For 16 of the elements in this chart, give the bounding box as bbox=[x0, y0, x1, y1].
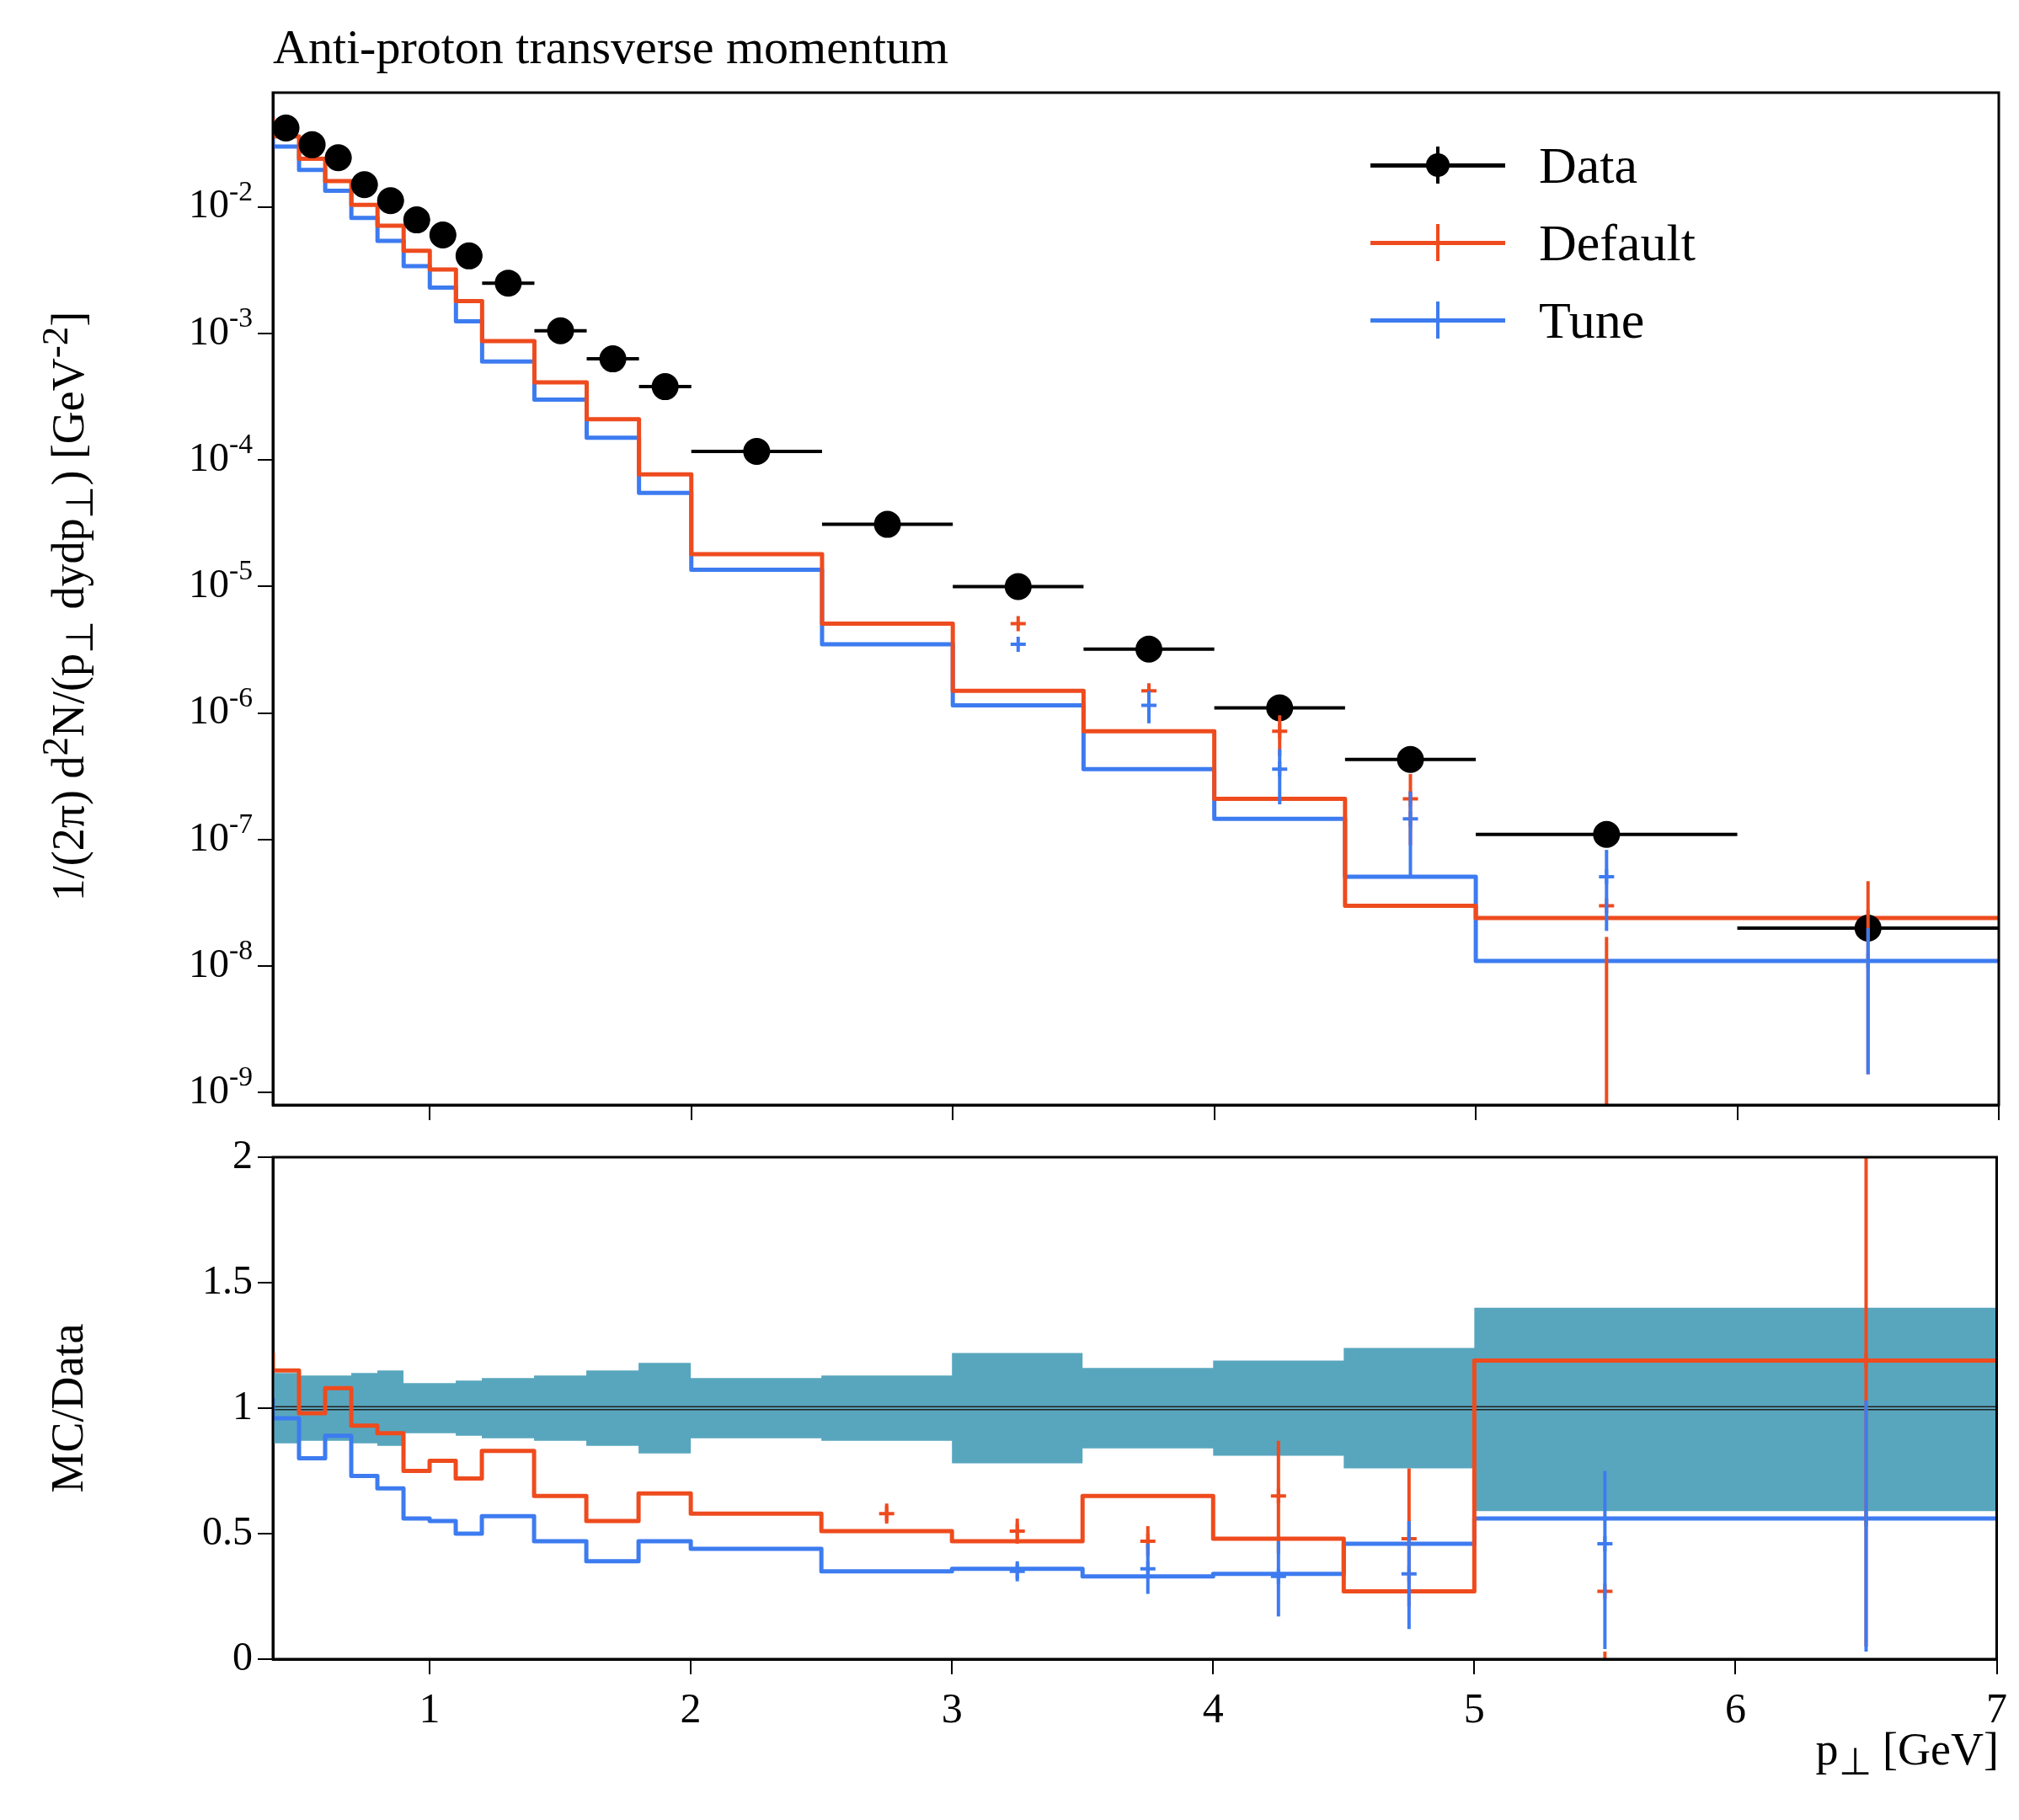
legend-label: Tune bbox=[1539, 290, 1645, 350]
y-axis-title: MC/Data bbox=[41, 1323, 93, 1493]
x-tick-label: 6 bbox=[1724, 1684, 1746, 1732]
y-tick-label: 0.5 bbox=[202, 1508, 253, 1553]
y-tick-label: 1 bbox=[232, 1382, 253, 1428]
y-tick-label: 1.5 bbox=[202, 1257, 253, 1302]
x-tick-label: 3 bbox=[941, 1684, 963, 1732]
chart-title: Anti-proton transverse momentum bbox=[273, 19, 949, 75]
x-tick-label: 2 bbox=[680, 1684, 702, 1732]
y-tick-label: 2 bbox=[232, 1131, 253, 1177]
legend-label: Default bbox=[1539, 212, 1696, 273]
x-tick-label: 4 bbox=[1202, 1684, 1224, 1732]
x-tick-label: 1 bbox=[419, 1684, 441, 1732]
x-tick-label: 5 bbox=[1463, 1684, 1485, 1732]
y-tick-label: 0 bbox=[232, 1633, 253, 1679]
legend-label: Data bbox=[1539, 135, 1638, 195]
